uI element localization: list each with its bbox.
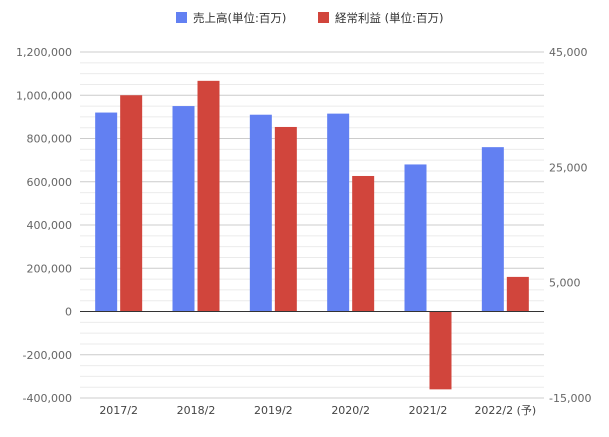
- left-tick-label: 600,000: [27, 176, 73, 189]
- legend-label-0: 売上高(単位:百万): [193, 11, 286, 25]
- left-tick-label: -400,000: [23, 392, 72, 405]
- left-tick-label: 200,000: [27, 262, 73, 275]
- legend-swatch-0: [176, 12, 187, 23]
- bar-profit-1: [197, 80, 220, 312]
- left-tick-label: -200,000: [23, 349, 72, 362]
- category-label: 2018/2: [177, 404, 216, 417]
- bar-sales-4: [404, 164, 427, 312]
- category-label: 2020/2: [331, 404, 370, 417]
- bar-profit-4: [429, 311, 452, 390]
- legend-label-1: 経常利益 (単位:百万): [335, 11, 444, 25]
- bar-profit-5: [506, 276, 529, 312]
- category-label: 2019/2: [254, 404, 293, 417]
- bars: [95, 80, 529, 390]
- bar-profit-3: [352, 175, 375, 312]
- legend-swatch-1: [318, 12, 329, 23]
- right-tick-label: 5,000: [549, 277, 581, 290]
- left-tick-label: 400,000: [27, 219, 73, 232]
- right-tick-label: 45,000: [549, 46, 588, 59]
- bar-profit-0: [120, 95, 143, 312]
- right-tick-label: 25,000: [549, 161, 588, 174]
- right-axis-ticks: -15,000 5,000 25,000 45,000: [549, 46, 591, 405]
- bar-sales-2: [249, 114, 272, 312]
- left-axis-ticks: -400,000 -200,000 0 200,000 400,000 600,000 80…: [16, 46, 72, 405]
- category-axis: 2017/2 2018/2 2019/2 2020/2 2021/2 2022/2 (予): [99, 404, 536, 417]
- right-tick-label: -15,000: [549, 392, 591, 405]
- left-tick-label: 1,000,000: [16, 89, 72, 102]
- left-tick-label: 1,200,000: [16, 46, 72, 59]
- left-tick-label: 800,000: [27, 133, 73, 146]
- bar-profit-2: [274, 126, 297, 312]
- gridlines: [80, 51, 544, 399]
- category-label: 2021/2: [409, 404, 448, 417]
- legend: 売上高(単位:百万) 経常利益 (単位:百万): [176, 11, 444, 25]
- bar-sales-1: [172, 106, 195, 312]
- bar-sales-5: [481, 147, 504, 312]
- category-label: 2022/2 (予): [474, 404, 536, 417]
- category-label: 2017/2: [99, 404, 138, 417]
- bar-sales-3: [327, 113, 350, 312]
- bar-sales-0: [95, 112, 118, 312]
- left-tick-label: 0: [65, 306, 72, 319]
